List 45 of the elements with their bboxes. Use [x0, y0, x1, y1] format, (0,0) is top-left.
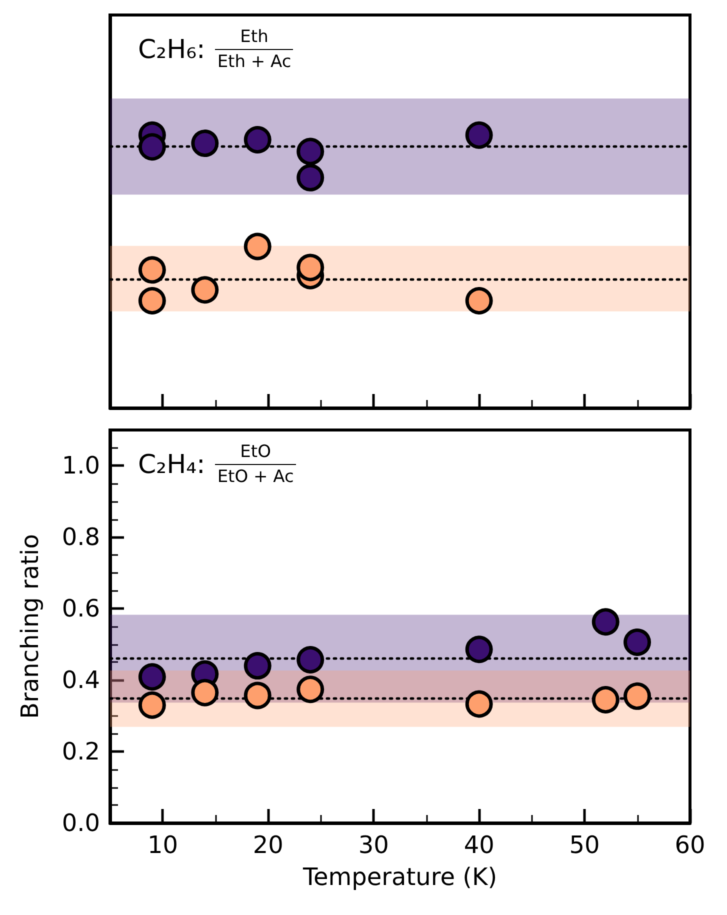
x-tick-label: 10: [147, 831, 178, 859]
point: [296, 138, 324, 166]
point: [138, 691, 166, 719]
text: Eth + Ac: [215, 49, 294, 72]
point: [244, 126, 272, 154]
y-tick-label: 0.8: [62, 523, 100, 552]
x-tick-label: 40: [464, 831, 494, 859]
y-tick-label: 0.4: [62, 666, 100, 694]
point: [465, 121, 493, 149]
y-tick-label: 0.6: [62, 594, 100, 623]
point: [244, 232, 272, 260]
y-tick-label: 1.0: [62, 452, 100, 480]
point: [138, 287, 166, 314]
y-axis-title: Branching ratio: [16, 534, 44, 719]
point: [244, 652, 272, 680]
y-tick-label: 0.0: [62, 809, 100, 837]
annotation: EtO: [239, 442, 272, 464]
point: [191, 130, 219, 158]
point: [296, 676, 324, 704]
annotation: EtO + Ac: [215, 464, 296, 487]
x-tick-label: 60: [674, 831, 706, 859]
x-axis-title: Temperature (K): [302, 863, 498, 891]
text: C₂H₄:: [138, 450, 206, 480]
x-tick-label: 50: [569, 831, 600, 859]
point: [592, 686, 620, 714]
point: [592, 608, 620, 636]
x-tick-label: 20: [252, 831, 284, 859]
x-tick-label: 30: [358, 831, 389, 859]
point: [296, 254, 324, 282]
point: [624, 628, 652, 656]
point: [465, 287, 493, 314]
chart-title: C₂H₆:: [138, 34, 206, 64]
point: [465, 636, 493, 664]
point: [191, 678, 219, 706]
point: [244, 682, 272, 710]
point: [465, 690, 493, 718]
text: Eth: [239, 27, 270, 49]
point: [138, 256, 166, 284]
point: [624, 682, 652, 710]
point: [296, 164, 324, 192]
point: [138, 663, 166, 691]
point: [138, 133, 166, 161]
point: [191, 276, 219, 304]
y-tick-label: 0.2: [62, 738, 100, 766]
point: [296, 646, 324, 674]
